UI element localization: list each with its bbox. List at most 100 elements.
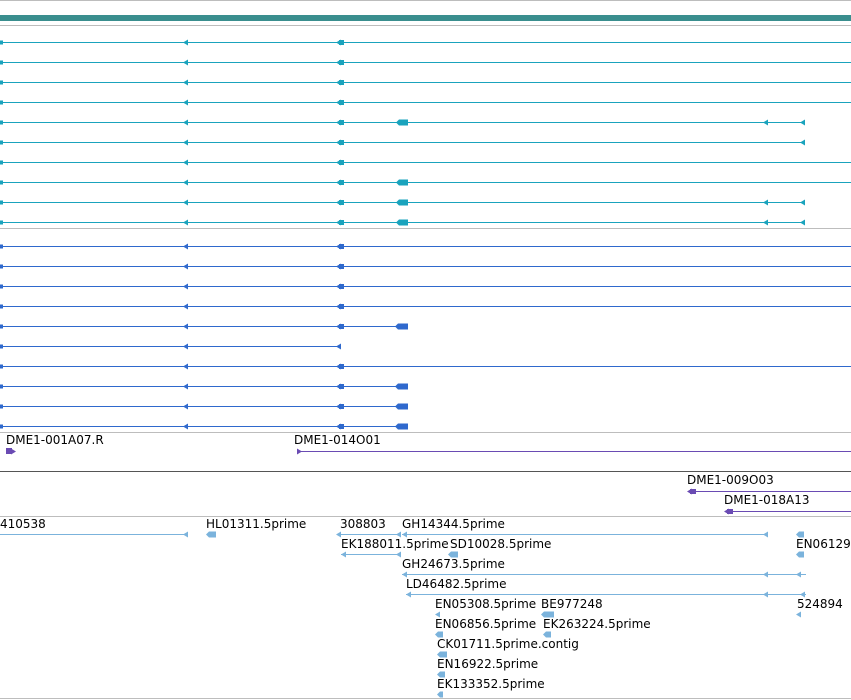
est-label[interactable]: GH14344.5prime: [402, 517, 505, 531]
exon-arrow: [396, 551, 401, 558]
exon-arrow: [800, 591, 805, 598]
exon-arrow: [435, 611, 440, 618]
exon-block: [395, 423, 408, 430]
gene-span-bar[interactable]: [0, 15, 851, 21]
exon-block: [395, 403, 408, 410]
exon-block: [339, 384, 344, 389]
exon-start: [0, 344, 3, 349]
exon-block: [396, 119, 408, 126]
exon-arrow: [396, 531, 401, 538]
exon-arrow: [183, 199, 188, 206]
exon-block: [796, 551, 804, 558]
exon-block: [339, 364, 344, 369]
est-label[interactable]: GH24673.5prime: [402, 557, 505, 571]
est-label[interactable]: SD10028.5prime: [450, 537, 552, 551]
exon-start: [0, 244, 3, 249]
exon-arrow: [183, 79, 188, 86]
exon-start: [0, 200, 3, 205]
exon-start: [0, 120, 3, 125]
clone-label[interactable]: DME1-001A07.R: [6, 433, 104, 447]
exon-block: [435, 631, 443, 638]
exon-arrow: [763, 199, 768, 206]
exon-arrow: [800, 139, 805, 146]
exon-arrow: [763, 119, 768, 126]
exon-start: [0, 424, 3, 429]
est-label[interactable]: EK263224.5prime: [543, 617, 651, 631]
exon-arrow: [183, 139, 188, 146]
exon-arrow: [402, 531, 407, 538]
exon-arrow: [11, 448, 16, 455]
exon-block: [437, 691, 443, 698]
exon-arrow: [800, 119, 805, 126]
est-label[interactable]: 410538: [0, 517, 46, 531]
exon-block: [339, 200, 344, 205]
exon-start: [0, 364, 3, 369]
clone-marker[interactable]: [727, 509, 733, 514]
exon-block: [339, 60, 344, 65]
exon-start: [0, 264, 3, 269]
clone-marker[interactable]: [6, 448, 12, 454]
exon-arrow: [183, 283, 188, 290]
exon-arrow: [183, 179, 188, 186]
est-label[interactable]: EK133352.5prime: [437, 677, 545, 691]
exon-start: [0, 220, 3, 225]
exon-arrow: [796, 571, 801, 578]
exon-start: [0, 40, 3, 45]
exon-start: [0, 60, 3, 65]
exon-start: [0, 304, 3, 309]
est-label[interactable]: 524894: [797, 597, 843, 611]
exon-block: [339, 220, 344, 225]
exon-block: [339, 180, 344, 185]
exon-start: [0, 100, 3, 105]
exon-arrow: [402, 571, 407, 578]
exon-block: [448, 551, 458, 558]
exon-block: [796, 531, 804, 538]
exon-arrow: [183, 59, 188, 66]
exon-start: [0, 404, 3, 409]
exon-block: [395, 323, 408, 330]
est-label[interactable]: EN16922.5prime: [437, 657, 539, 671]
clone-label[interactable]: DME1-009O03: [687, 473, 774, 487]
exon-start: [0, 324, 3, 329]
exon-arrow: [341, 551, 346, 558]
exon-block: [339, 80, 344, 85]
exon-block: [396, 179, 408, 186]
exon-arrow: [336, 531, 341, 538]
est-label[interactable]: EN06129: [796, 537, 851, 551]
est-label[interactable]: EN06856.5prime: [435, 617, 537, 631]
exon-block: [339, 284, 344, 289]
est-label[interactable]: 308803: [340, 517, 386, 531]
est-label[interactable]: LD46482.5prime: [406, 577, 507, 591]
exon-block: [396, 219, 408, 226]
exon-arrow: [183, 423, 188, 430]
exon-arrow: [183, 403, 188, 410]
exon-start: [0, 160, 3, 165]
exon-arrow: [763, 591, 768, 598]
exon-block: [339, 244, 344, 249]
est-label[interactable]: EN05308.5prime: [435, 597, 537, 611]
exon-start: [0, 80, 3, 85]
exon-block: [543, 631, 551, 638]
est-label[interactable]: BE977248: [541, 597, 603, 611]
exon-arrow: [763, 571, 768, 578]
exon-arrow: [183, 303, 188, 310]
exon-block: [339, 100, 344, 105]
exon-start: [0, 284, 3, 289]
exon-block: [541, 611, 554, 618]
est-label[interactable]: EK188011.5prime: [341, 537, 449, 551]
est-label[interactable]: HL01311.5prime: [206, 517, 307, 531]
exon-arrow: [763, 219, 768, 226]
exon-arrow: [406, 591, 411, 598]
exon-arrow: [183, 323, 188, 330]
exon-block: [339, 140, 344, 145]
exon-arrow: [183, 531, 188, 538]
clone-marker[interactable]: [690, 489, 696, 494]
exon-block: [339, 324, 344, 329]
exon-arrow: [796, 611, 801, 618]
clone-label[interactable]: DME1-014O01: [294, 433, 381, 447]
exon-arrow: [800, 199, 805, 206]
clone-label[interactable]: DME1-018A13: [724, 493, 810, 507]
est-label[interactable]: CK01711.5prime.contig: [437, 637, 579, 651]
